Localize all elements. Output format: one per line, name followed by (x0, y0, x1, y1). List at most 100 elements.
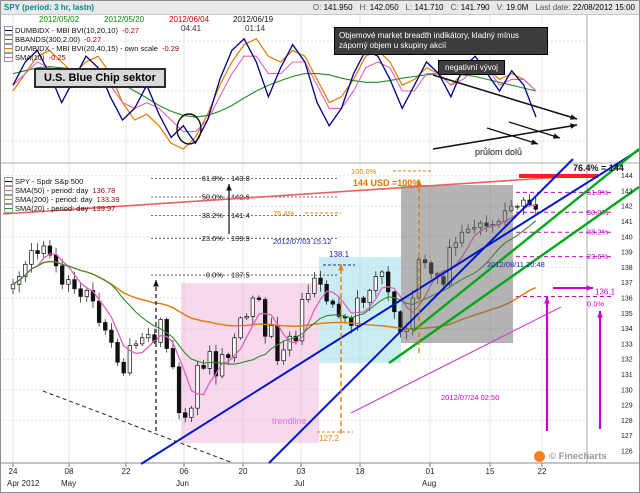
legend-label: SMA(10) (15, 53, 45, 62)
series-line-icon (4, 35, 13, 44)
field-value: 141.950 (321, 3, 353, 12)
svg-text:131: 131 (621, 372, 633, 379)
svg-text:18: 18 (356, 467, 365, 476)
svg-text:2012/06/04: 2012/06/04 (169, 15, 210, 24)
legend-item[interactable]: DUMBIDX - MBI BVI(10,20,10) -0.27 (4, 26, 179, 35)
field-key: L: (405, 3, 413, 12)
svg-text:129: 129 (621, 403, 633, 410)
svg-text:06: 06 (180, 467, 189, 476)
svg-text:50.0%: 50.0% (587, 208, 609, 217)
svg-text:136.1: 136.1 (595, 287, 616, 296)
svg-text:134: 134 (621, 326, 633, 333)
svg-text:132: 132 (621, 357, 633, 364)
chart-title: SPY (period: 3 hr, lastn) (4, 3, 95, 12)
legend-value: -0.29 (161, 44, 180, 53)
svg-text:61.8%: 61.8% (202, 174, 224, 183)
svg-text:May: May (61, 479, 76, 488)
svg-text:136: 136 (621, 295, 633, 302)
price-legend: SPY - Spdr S&p 500 SMA(50) - period: day 1… (4, 177, 120, 213)
svg-text:127.2: 127.2 (319, 434, 340, 443)
field-value: 142.050 (367, 3, 399, 12)
legend-label: BBANDS(300,2.00) (15, 35, 81, 44)
svg-text:127: 127 (621, 433, 633, 440)
svg-text:139: 139 (621, 250, 633, 257)
svg-text:2012/07/24 02:50: 2012/07/24 02:50 (441, 393, 499, 402)
indicator-legend: DUMBIDX - MBI BVI(10,20,10) -0.27 BBANDS(3… (4, 26, 179, 62)
finecharts-logo-icon (534, 451, 545, 462)
svg-text:průlom dolů: průlom dolů (475, 147, 522, 157)
series-line-icon (4, 44, 13, 53)
legend-item[interactable]: SMA(200) - period: day 133.39 (4, 195, 120, 204)
svg-text:50.0%: 50.0% (202, 193, 224, 202)
svg-text:128: 128 (621, 418, 633, 425)
svg-text:137.5: 137.5 (231, 271, 250, 280)
legend-value: -0.27 (121, 26, 140, 35)
svg-text:61.8%: 61.8% (587, 188, 609, 197)
series-line-icon (4, 195, 13, 204)
svg-text:2012/05/20: 2012/05/20 (104, 15, 145, 24)
annotation-arrows (153, 74, 603, 434)
svg-text:01:14: 01:14 (245, 24, 266, 33)
svg-text:22: 22 (538, 467, 547, 476)
field-key: C: (450, 3, 459, 12)
svg-text:76.4% = 144: 76.4% = 144 (573, 163, 624, 173)
legend-item[interactable]: DUMBIDX - MBI BVI(20,40,15) - own scale -… (4, 44, 179, 53)
series-line-icon (4, 53, 13, 62)
svg-text:03: 03 (297, 467, 306, 476)
fib-retracements: 61.8% 143.8 50.0% 142.6 38.2% 141.4 23.6% 139.9… (151, 174, 616, 308)
svg-text:04:41: 04:41 (181, 24, 202, 33)
svg-text:135: 135 (621, 311, 633, 318)
watermark: © Finecharts (534, 451, 607, 462)
legend-item[interactable]: SPY - Spdr S&p 500 (4, 177, 120, 186)
svg-text:133: 133 (621, 341, 633, 348)
legend-item[interactable]: SMA(10) -0.25 (4, 53, 179, 62)
svg-text:143: 143 (621, 188, 633, 195)
svg-text:141: 141 (621, 219, 633, 226)
field-value: 141.710 (412, 3, 444, 12)
candlestick-series-icon (4, 177, 13, 186)
legend-value: -0.25 (48, 53, 66, 62)
legend-value: -0.27 (84, 35, 102, 44)
svg-text:Aug: Aug (422, 479, 436, 488)
svg-text:2012/05/02: 2012/05/02 (39, 15, 80, 24)
legend-item[interactable]: SMA(20) - period: day 139.97 (4, 204, 120, 213)
legend-item[interactable]: SMA(50) - period: day 136.78 (4, 186, 120, 195)
sector-label-box: U.S. Blue Chip sektor (34, 68, 166, 88)
field-value: 22/08/2012 15:00 (570, 3, 635, 12)
legend-label: DUMBIDX - MBI BVI(10,20,10) (15, 26, 118, 35)
svg-text:trendline: trendline (272, 416, 307, 426)
svg-text:100.0%: 100.0% (351, 167, 377, 176)
svg-text:144: 144 (621, 173, 633, 180)
svg-text:126: 126 (621, 448, 633, 455)
ohlc-readout: O: 141.950 H: 142.050 L: 141.710 C: 141.790… (306, 1, 635, 14)
legend-value: 133.39 (96, 195, 120, 204)
svg-text:2012/08/11 20:48: 2012/08/11 20:48 (487, 260, 545, 269)
field-value: 19.0M (503, 3, 529, 12)
svg-text:15: 15 (486, 467, 495, 476)
svg-text:138: 138 (621, 265, 633, 272)
svg-text:38.2%: 38.2% (587, 228, 609, 237)
series-line-icon (4, 26, 13, 35)
svg-text:0.0%: 0.0% (587, 299, 604, 308)
field-value: 141.790 (458, 3, 490, 12)
trend-lines (2, 148, 639, 465)
svg-text:08: 08 (65, 467, 74, 476)
svg-text:141.4: 141.4 (231, 211, 250, 220)
svg-text:142: 142 (621, 204, 633, 211)
svg-text:2012/06/19: 2012/06/19 (233, 15, 274, 24)
svg-text:130: 130 (621, 387, 633, 394)
svg-text:23.6%: 23.6% (587, 252, 609, 261)
legend-value: 139.97 (92, 204, 116, 213)
axis-labels: 126 127 128 129 130 131 132 133 134 135 136 137 138 1… (7, 173, 633, 488)
breadth-annotation-box: Objemové market breadth indikátory, klad… (334, 27, 548, 55)
svg-text:01: 01 (426, 467, 435, 476)
legend-item[interactable]: BBANDS(300,2.00) -0.27 (4, 35, 179, 44)
status-bar: SPY (period: 3 hr, lastn) O: 141.950 H: 1… (1, 1, 639, 15)
svg-text:142.6: 142.6 (231, 193, 250, 202)
field-key: V: (496, 3, 504, 12)
svg-text:23.6%: 23.6% (202, 234, 224, 243)
svg-text:138.1: 138.1 (329, 250, 350, 259)
